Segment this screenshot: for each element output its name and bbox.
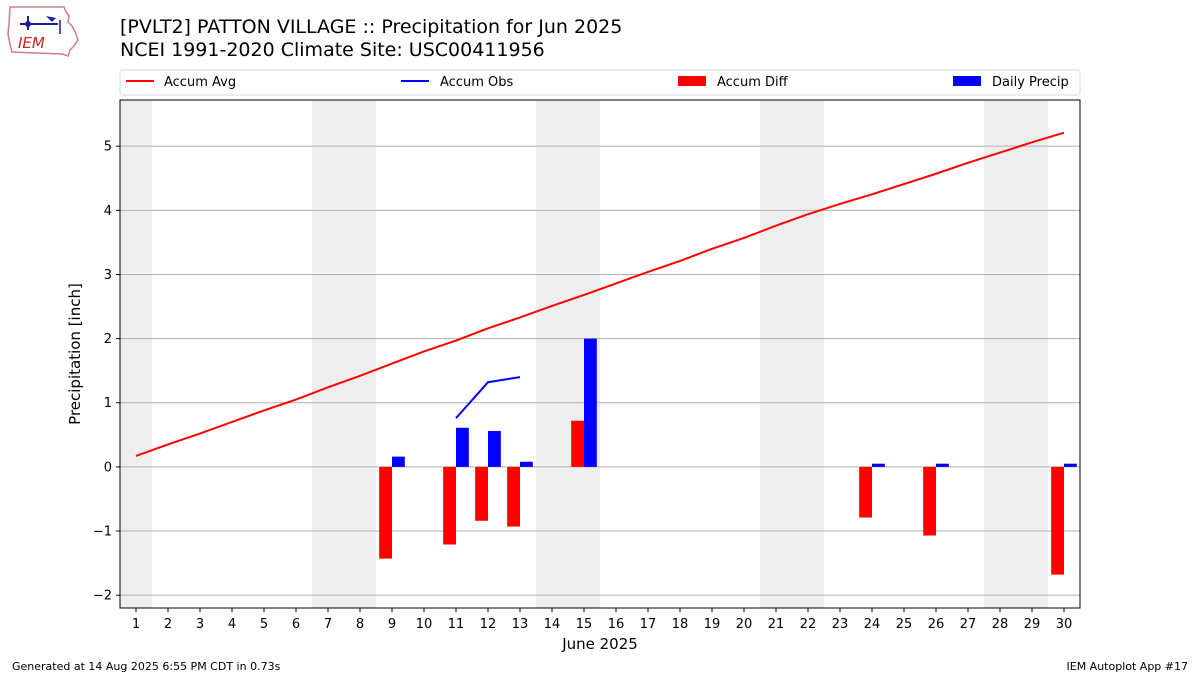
x-tick-label: 24	[864, 617, 881, 632]
daily-precip-bar	[872, 463, 885, 467]
daily-precip-bar	[936, 463, 949, 467]
legend-daily-precip-swatch	[953, 76, 981, 86]
y-gridlines	[120, 145, 1080, 596]
x-tick-label: 5	[260, 617, 268, 632]
accum-diff-bar	[475, 466, 488, 521]
iem-logo: IEM	[7, 6, 79, 57]
x-tick-label: 22	[800, 617, 817, 632]
y-tick-label: 3	[104, 268, 112, 283]
x-tick-label: 30	[1056, 617, 1073, 632]
x-tick-label: 13	[512, 617, 529, 632]
accum-diff-bar	[859, 466, 872, 518]
title-line-2: NCEI 1991-2020 Climate Site: USC00411956	[120, 39, 545, 61]
legend-accum-avg-label: Accum Avg	[164, 75, 236, 90]
weekend-band	[792, 100, 824, 608]
weekend-band	[984, 100, 1016, 608]
legend-daily-precip-label: Daily Precip	[992, 75, 1069, 90]
line-series	[135, 131, 1065, 457]
x-axis-ticks: 1 2 3 4 5 6 7 8 9 10 11 12 13 14 15 16 17 18 19 20 21 22 23 24 2…	[132, 608, 1072, 632]
x-tick-label: 18	[672, 617, 689, 632]
legend-accum-diff-label: Accum Diff	[717, 75, 789, 90]
x-tick-label: 7	[324, 617, 332, 632]
bar-series	[379, 338, 1077, 575]
y-tick-label: 4	[104, 204, 112, 219]
weekend-band	[1016, 100, 1048, 608]
y-axis-ticks: −2 −1 0 1 2 3 4 5	[93, 140, 120, 604]
title-line-1: [PVLT2] PATTON VILLAGE :: Precipitation …	[120, 16, 623, 38]
x-tick-label: 26	[928, 617, 945, 632]
daily-precip-bar	[488, 430, 501, 467]
accum-diff-bar	[923, 466, 936, 536]
x-tick-label: 10	[416, 617, 433, 632]
iowa-outline-icon	[7, 6, 79, 57]
x-tick-label: 2	[164, 617, 172, 632]
x-tick-label: 12	[480, 617, 497, 632]
x-tick-label: 9	[388, 617, 396, 632]
x-tick-label: 28	[992, 617, 1009, 632]
x-tick-label: 25	[896, 617, 913, 632]
y-tick-label: 0	[104, 460, 112, 475]
x-tick-label: 4	[228, 617, 236, 632]
accum-diff-bar	[379, 466, 392, 559]
y-tick-label: −2	[93, 589, 112, 604]
weekend-band	[760, 100, 792, 608]
accum-diff-bar	[443, 466, 456, 545]
x-tick-label: 21	[768, 617, 785, 632]
legend-accum-obs-label: Accum Obs	[440, 75, 513, 90]
weekend-bands	[120, 100, 1048, 608]
x-tick-label: 19	[704, 617, 721, 632]
legend: Accum Avg Accum Obs Accum Diff Daily Pre…	[119, 69, 1081, 96]
accum-diff-bar	[571, 420, 584, 467]
chart-title: [PVLT2] PATTON VILLAGE :: Precipitation …	[120, 16, 622, 62]
weekend-band	[536, 100, 568, 608]
y-tick-label: 5	[104, 140, 112, 155]
x-tick-label: 6	[292, 617, 300, 632]
daily-precip-bar	[456, 427, 469, 467]
accum-avg-line	[135, 131, 1065, 457]
x-tick-label: 29	[1024, 617, 1041, 632]
x-tick-label: 14	[544, 617, 561, 632]
x-tick-label: 20	[736, 617, 753, 632]
x-axis-label: June 2025	[561, 635, 638, 653]
weekend-band	[344, 100, 376, 608]
x-tick-label: 3	[196, 617, 204, 632]
x-tick-label: 8	[356, 617, 364, 632]
daily-precip-bar	[520, 461, 533, 467]
x-tick-label: 15	[576, 617, 593, 632]
legend-accum-diff-swatch	[678, 76, 706, 86]
x-tick-label: 11	[448, 617, 465, 632]
weekend-band	[568, 100, 600, 608]
accum-diff-bar	[1051, 466, 1064, 575]
y-axis-label: Precipitation [inch]	[66, 283, 84, 425]
accum-diff-bar	[507, 466, 520, 527]
daily-precip-bar	[584, 338, 597, 467]
x-tick-label: 27	[960, 617, 977, 632]
y-tick-label: −1	[93, 525, 112, 540]
y-tick-label: 1	[104, 396, 112, 411]
weekend-band	[312, 100, 344, 608]
y-tick-label: 2	[104, 332, 112, 347]
logo-text: IEM	[18, 34, 45, 52]
generated-timestamp: Generated at 14 Aug 2025 6:55 PM CDT in …	[12, 660, 281, 673]
x-tick-label: 17	[640, 617, 657, 632]
daily-precip-bar	[392, 456, 405, 467]
app-id: IEM Autoplot App #17	[1066, 660, 1189, 673]
plot-frame	[119, 99, 1081, 609]
x-tick-label: 16	[608, 617, 625, 632]
accum-obs-line	[455, 376, 521, 419]
x-tick-label: 23	[832, 617, 849, 632]
x-tick-label: 1	[132, 617, 140, 632]
daily-precip-bar	[1064, 463, 1077, 467]
weekend-band	[120, 100, 152, 608]
